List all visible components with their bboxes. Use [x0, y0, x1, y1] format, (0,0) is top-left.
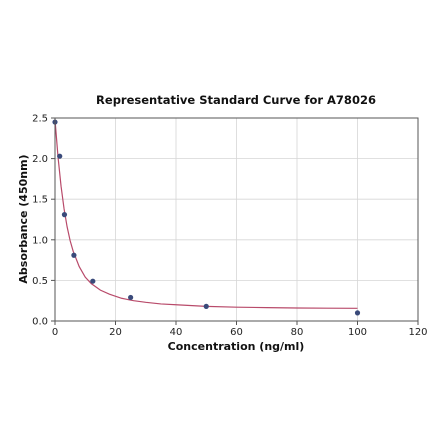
- y-tick-label: 0.5: [32, 276, 48, 287]
- chart-title: Representative Standard Curve for A78026: [96, 93, 376, 107]
- x-tick-label: 60: [230, 327, 243, 338]
- x-axis-label: Concentration (ng/ml): [168, 340, 305, 353]
- x-tick-label: 20: [109, 327, 122, 338]
- x-tick-label: 120: [408, 327, 427, 338]
- fit-curve-layer: [54, 119, 358, 309]
- x-tick-label: 40: [170, 327, 183, 338]
- y-tick-label: 0.0: [32, 317, 48, 328]
- y-tick-label: 1.5: [32, 195, 48, 206]
- data-point: [90, 278, 96, 284]
- y-axis-ticks: 0.0 0.5 1.0 1.5 2.0 2.5: [32, 114, 55, 328]
- x-tick-label: 100: [348, 327, 367, 338]
- y-axis-label: Absorbance (450nm): [17, 154, 30, 283]
- x-tick-label: 0: [52, 327, 58, 338]
- data-point: [57, 153, 63, 159]
- x-axis-ticks: 0 20 40 60 80 100 120: [52, 321, 428, 338]
- data-point: [128, 294, 134, 301]
- y-tick-label: 2.0: [32, 154, 48, 165]
- fit-curve: [54, 119, 358, 309]
- y-tick-label: 1.0: [32, 235, 48, 246]
- y-tick-label: 2.5: [32, 114, 48, 125]
- data-point: [354, 310, 361, 316]
- grid-lines: [54, 117, 419, 322]
- data-point: [203, 303, 209, 309]
- data-points-layer: [52, 119, 361, 316]
- data-point: [71, 252, 77, 258]
- data-point: [61, 212, 68, 218]
- x-tick-label: 80: [291, 327, 304, 338]
